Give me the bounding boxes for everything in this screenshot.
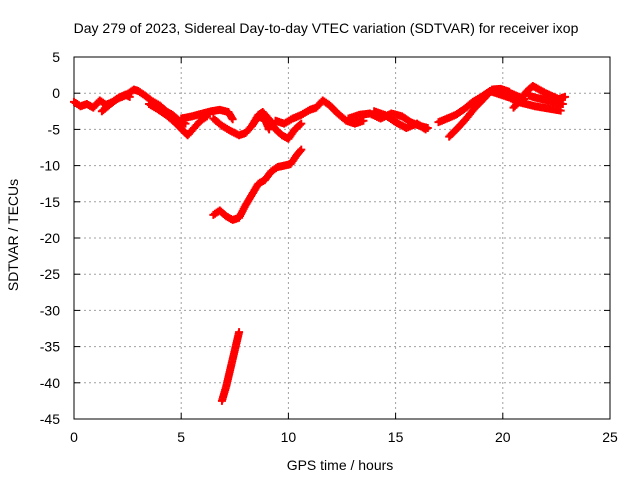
series-arc-14 bbox=[524, 91, 567, 109]
data-point-marker bbox=[556, 106, 565, 115]
data-point-marker bbox=[297, 145, 306, 154]
series-arc-6 bbox=[247, 108, 306, 143]
y-tick-label: 5 bbox=[52, 49, 60, 65]
data-point-marker bbox=[558, 100, 567, 109]
series-arc-15 bbox=[209, 145, 306, 224]
data-point-marker bbox=[421, 125, 430, 134]
x-tick-label: 15 bbox=[388, 429, 404, 445]
x-tick-label: 10 bbox=[281, 429, 297, 445]
axis-ticks: 0 5 10 15 20 25 5 0 -5 -10 -15 -20 -25 -30 -35 -40 -45 bbox=[40, 49, 618, 445]
series-arc-9 bbox=[370, 107, 430, 134]
y-tick-label: -25 bbox=[40, 266, 60, 282]
y-tick-label: -40 bbox=[40, 375, 60, 391]
y-tick-label: -35 bbox=[40, 339, 60, 355]
data-point-marker bbox=[296, 146, 305, 155]
series-arc-16 bbox=[217, 328, 244, 405]
chart-title: Day 279 of 2023, Sidereal Day-to-day VTE… bbox=[74, 20, 579, 36]
data-point-marker bbox=[560, 92, 569, 101]
grid-lines bbox=[74, 57, 610, 419]
data-point-marker bbox=[295, 120, 304, 129]
series-arc-12 bbox=[488, 87, 565, 115]
y-tick-label: -15 bbox=[40, 194, 60, 210]
x-tick-label: 25 bbox=[602, 429, 618, 445]
x-tick-label: 5 bbox=[177, 429, 185, 445]
series-arc-7 bbox=[271, 96, 368, 128]
y-tick-label: 0 bbox=[52, 85, 60, 101]
y-tick-label: -30 bbox=[40, 302, 60, 318]
x-tick-label: 20 bbox=[495, 429, 511, 445]
y-tick-label: -10 bbox=[40, 158, 60, 174]
series-arc-5 bbox=[209, 112, 274, 140]
series-arc-11 bbox=[445, 84, 514, 141]
data-point-marker bbox=[228, 115, 237, 124]
x-tick-label: 0 bbox=[70, 429, 78, 445]
data-point-marker bbox=[297, 119, 306, 128]
y-tick-label: -20 bbox=[40, 230, 60, 246]
y-tick-label: -5 bbox=[48, 121, 61, 137]
y-tick-label: -45 bbox=[40, 411, 60, 427]
data-series bbox=[70, 81, 569, 405]
series-arc-4 bbox=[177, 105, 237, 124]
y-axis-label: SDTVAR / TECUs bbox=[5, 179, 21, 291]
data-point-marker bbox=[235, 328, 244, 337]
x-axis-label: GPS time / hours bbox=[287, 457, 394, 473]
